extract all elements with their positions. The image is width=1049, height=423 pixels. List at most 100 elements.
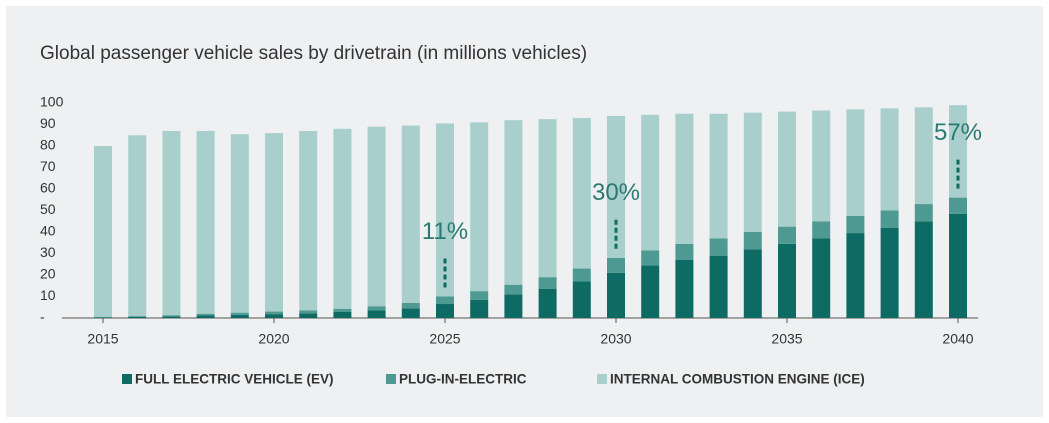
bar-segment (230, 314, 249, 318)
bar-segment (914, 204, 933, 222)
bar-segment (743, 112, 762, 232)
bar-segment (675, 243, 694, 260)
legend-label: PLUG-IN-ELECTRIC (399, 372, 527, 387)
bar-segment (265, 314, 283, 318)
bar-segment (401, 125, 420, 303)
bar-segment (196, 130, 215, 314)
y-tick-label: 50 (40, 201, 56, 217)
x-tick-label: 2030 (600, 331, 631, 347)
bar-segment (846, 233, 865, 318)
legend-label: INTERNAL COMBUSTION ENGINE (ICE) (610, 372, 865, 387)
bar-segment (504, 284, 523, 295)
bar-segment (675, 259, 694, 318)
bar-segment (538, 288, 557, 318)
bar-segment (880, 227, 899, 318)
bar-segment (470, 299, 489, 318)
bar-segment (846, 109, 865, 216)
bar-segment (641, 265, 660, 318)
x-tick-label: 2040 (942, 331, 973, 347)
bar-segment (504, 294, 523, 318)
bar-segment (333, 308, 352, 312)
bar-segment (265, 133, 283, 312)
x-tick-label: 2035 (771, 331, 802, 347)
chart-title: Global passenger vehicle sales by drivet… (40, 43, 587, 64)
bar-segment (538, 119, 557, 278)
annotation: 30% (592, 179, 640, 206)
bar-segment (607, 115, 625, 258)
bar-segment (470, 122, 489, 292)
bar-segment (299, 310, 318, 314)
bar-segment (94, 317, 112, 318)
bar-segment (641, 114, 660, 251)
bar-segment (743, 232, 762, 250)
y-tick-label: 60 (40, 180, 56, 196)
y-tick-label: 20 (40, 266, 56, 282)
bar-segment (538, 277, 557, 289)
legend-swatch (597, 374, 607, 384)
bar-segment (230, 312, 249, 315)
bar-segment (778, 243, 796, 318)
bar-segment (230, 134, 249, 313)
bar-segment (607, 257, 625, 273)
bar-segment (914, 107, 933, 205)
bar-segment (812, 238, 831, 318)
bar-segment (607, 272, 625, 318)
bar-segment (436, 123, 454, 297)
bar-segment (436, 296, 454, 305)
bar-segment (162, 316, 181, 318)
bar-segment (572, 281, 591, 318)
bar-segment (436, 304, 454, 318)
bar-segment (572, 268, 591, 282)
bar-segment (880, 108, 899, 211)
bar-segment (265, 311, 283, 315)
x-tick-label: 2025 (429, 331, 460, 347)
legend-swatch (122, 374, 132, 384)
y-tick-label: 70 (40, 158, 56, 174)
y-tick-label: 10 (40, 287, 56, 303)
bar-segment (128, 316, 147, 317)
bar-segment (401, 302, 420, 309)
bar-segment (196, 315, 215, 318)
bar-segment (743, 249, 762, 318)
bar-segment (196, 313, 215, 316)
bar-segment (709, 113, 728, 239)
y-tick-label: 100 (40, 94, 64, 110)
bar-segment (812, 110, 831, 222)
annotation: 57% (934, 119, 982, 146)
bar-segment (949, 105, 967, 198)
bar-segment (812, 221, 831, 239)
legend-label: FULL ELECTRIC VEHICLE (EV) (135, 372, 334, 387)
bar-segment (880, 210, 899, 228)
bar-segment (367, 306, 386, 311)
bar-segment (162, 130, 181, 316)
bar-segment (914, 221, 933, 318)
bar-segment (333, 311, 352, 318)
bar-segment (367, 126, 386, 307)
bar-segment (675, 113, 694, 244)
y-tick-label: 90 (40, 115, 56, 131)
bar-segment (299, 130, 318, 311)
legend-swatch (386, 374, 396, 384)
bar-segment (641, 250, 660, 266)
bar-segment (470, 291, 489, 300)
bar-segment (128, 135, 147, 317)
bar-segment (709, 238, 728, 256)
bar-segment (128, 316, 147, 318)
x-tick-label: 2020 (258, 331, 289, 347)
bar-segment (367, 310, 386, 318)
bar-segment (162, 315, 181, 317)
bar-segment (778, 226, 796, 244)
bar-segment (778, 111, 796, 227)
y-tick-label: 30 (40, 244, 56, 260)
y-tick-label: - (40, 309, 45, 325)
x-tick-label: 2015 (87, 331, 118, 347)
bar-segment (504, 120, 523, 285)
bar-segment (709, 255, 728, 318)
bar-segment (299, 313, 318, 318)
bar-segment (94, 316, 112, 318)
bar-segment (401, 308, 420, 318)
annotation: 11% (422, 218, 468, 245)
y-tick-label: 80 (40, 137, 56, 153)
bar-segment (572, 118, 591, 269)
